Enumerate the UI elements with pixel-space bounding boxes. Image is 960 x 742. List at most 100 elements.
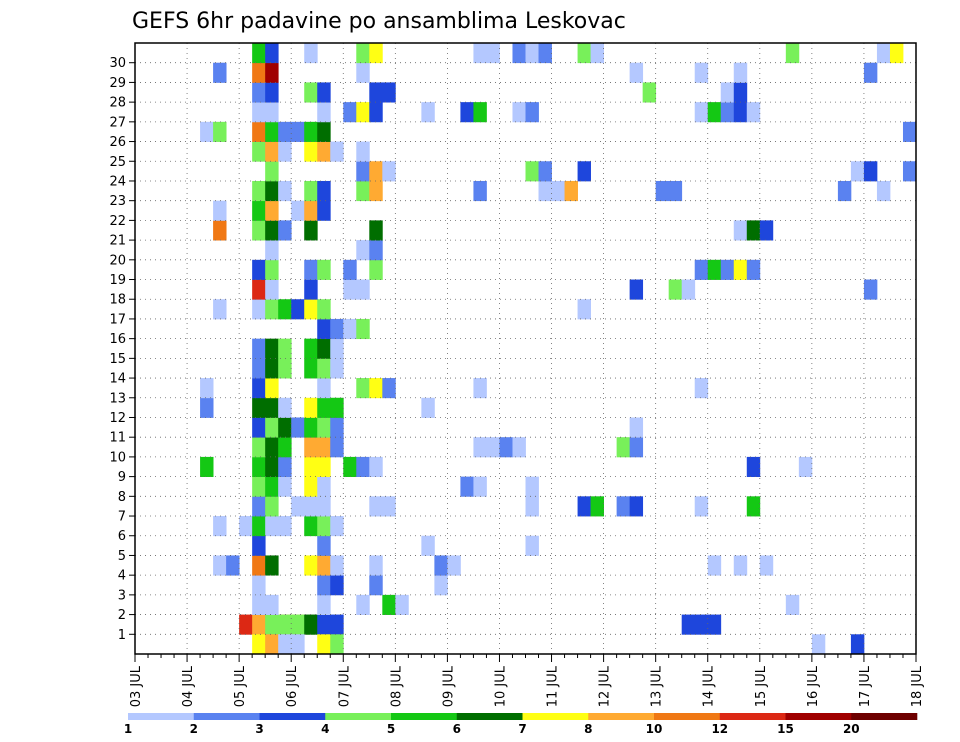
y-tick-label: 8 — [118, 490, 126, 505]
heatmap-cell-m20 — [369, 240, 383, 261]
heatmap-cell-m15 — [330, 338, 344, 359]
y-tick-label: 24 — [109, 174, 126, 189]
heatmap-cell-m27 — [460, 102, 474, 123]
colorbar-label: 3 — [255, 722, 263, 736]
heatmap-cell-m8 — [473, 476, 487, 497]
heatmap-cell-m19 — [252, 259, 266, 280]
heatmap-cell-m10 — [629, 437, 644, 458]
heatmap-cell-m30 — [473, 43, 500, 64]
heatmap-cell-m14 — [265, 358, 279, 379]
colorbar-label: 4 — [321, 722, 329, 736]
heatmap-cell-m19 — [720, 259, 735, 280]
heatmap-cell-m0 — [252, 634, 266, 655]
heatmap-cell-m15 — [252, 338, 266, 359]
heatmap-cell-m30 — [304, 43, 318, 64]
colorbar-label: 1 — [124, 722, 132, 736]
heatmap-cell-m22 — [252, 200, 266, 221]
heatmap-cell-m27 — [421, 102, 435, 123]
heatmap-cell-m22 — [317, 200, 331, 221]
heatmap-cell-m26 — [200, 121, 214, 142]
heatmap-cell-m10 — [473, 437, 500, 458]
colorbar-label: 7 — [518, 722, 526, 736]
heatmap-cell-m22 — [304, 200, 318, 221]
heatmap-cell-m20 — [265, 240, 279, 261]
heatmap-cells — [200, 43, 917, 655]
heatmap-cell-m11 — [317, 417, 331, 438]
colorbar-label: 6 — [453, 722, 461, 736]
colorbar-segment — [522, 713, 589, 720]
heatmap-cell-m6 — [239, 516, 253, 537]
heatmap-cell-m13 — [200, 378, 214, 399]
heatmap-cell-m21 — [746, 220, 761, 241]
heatmap-cell-m13 — [356, 378, 370, 399]
heatmap-cell-m30 — [265, 43, 279, 64]
heatmap-cell-m1 — [681, 614, 722, 635]
colorbar-segment — [588, 713, 655, 720]
heatmap-cell-m26 — [317, 121, 331, 142]
heatmap-cell-m19 — [317, 259, 331, 280]
heatmap-cell-m26 — [252, 121, 266, 142]
heatmap-cell-m27 — [356, 102, 370, 123]
heatmap-cell-m11 — [291, 417, 305, 438]
heatmap-cell-m6 — [265, 516, 292, 537]
heatmap-cell-m18 — [252, 279, 266, 300]
heatmap-cell-m28 — [642, 82, 657, 103]
heatmap-cell-m24 — [356, 161, 370, 182]
heatmap-cell-m17 — [577, 299, 591, 320]
heatmap-cell-m12 — [278, 397, 292, 418]
heatmap-cell-m27 — [707, 102, 722, 123]
heatmap-cell-m28 — [733, 82, 748, 103]
heatmap-cell-m17 — [291, 299, 305, 320]
heatmap-cell-m30 — [356, 43, 370, 64]
colorbar-label: 12 — [711, 722, 728, 736]
heatmap-cell-m21 — [759, 220, 774, 241]
heatmap-cell-m23 — [265, 180, 279, 202]
heatmap-cell-m29 — [356, 62, 370, 83]
heatmap-cell-m11 — [278, 417, 292, 438]
y-tick-label: 20 — [109, 253, 126, 268]
heatmap-cell-m23 — [356, 180, 370, 202]
heatmap-cell-m27 — [369, 102, 383, 123]
heatmap-cell-m11 — [304, 417, 318, 438]
heatmap-cell-m5 — [421, 535, 435, 556]
x-tick-label: 03 JUL — [129, 665, 144, 707]
heatmap-cell-m0 — [278, 634, 292, 655]
heatmap-cell-m21 — [304, 220, 318, 241]
heatmap-cell-m7 — [265, 496, 279, 517]
colorbar-label: 8 — [584, 722, 592, 736]
heatmap-cell-m19 — [369, 259, 383, 280]
y-tick-label: 30 — [109, 56, 126, 71]
heatmap-cell-m7 — [694, 496, 709, 517]
y-tick-label: 7 — [118, 510, 126, 525]
y-tick-label: 29 — [109, 76, 126, 91]
heatmap-cell-m19 — [343, 259, 357, 280]
heatmap-cell-m29 — [694, 62, 709, 83]
heatmap-cell-m26 — [278, 121, 305, 142]
heatmap-cell-m25 — [330, 141, 344, 162]
colorbar-segment — [259, 713, 326, 720]
heatmap-cell-m7 — [616, 496, 631, 517]
heatmap-cell-m4 — [733, 555, 748, 576]
heatmap-cell-m30 — [369, 43, 383, 64]
heatmap-cell-m17 — [304, 299, 318, 320]
heatmap-cell-m28 — [720, 82, 735, 103]
heatmap-cell-m24 — [382, 161, 396, 182]
y-tick-label: 2 — [118, 608, 126, 623]
x-tick-label: 12 JUL — [598, 665, 613, 707]
heatmap-cell-m12 — [304, 397, 318, 418]
heatmap-cell-m3 — [252, 575, 266, 596]
heatmap-cell-m25 — [278, 141, 292, 162]
heatmap-cell-m29 — [213, 62, 227, 83]
heatmap-cell-m2 — [252, 594, 279, 615]
heatmap-cell-m11 — [330, 417, 344, 438]
heatmap-cell-m27 — [512, 102, 526, 123]
heatmap-cell-m26 — [902, 121, 917, 142]
heatmap-cell-m23 — [317, 180, 331, 202]
heatmap-cell-m10 — [616, 437, 631, 458]
heatmap-cell-m6 — [330, 516, 344, 537]
heatmap-cell-m8 — [265, 476, 279, 497]
heatmap-cell-m9 — [265, 456, 279, 478]
heatmap-cell-m6 — [317, 516, 331, 537]
heatmap-cell-m14 — [304, 358, 318, 379]
